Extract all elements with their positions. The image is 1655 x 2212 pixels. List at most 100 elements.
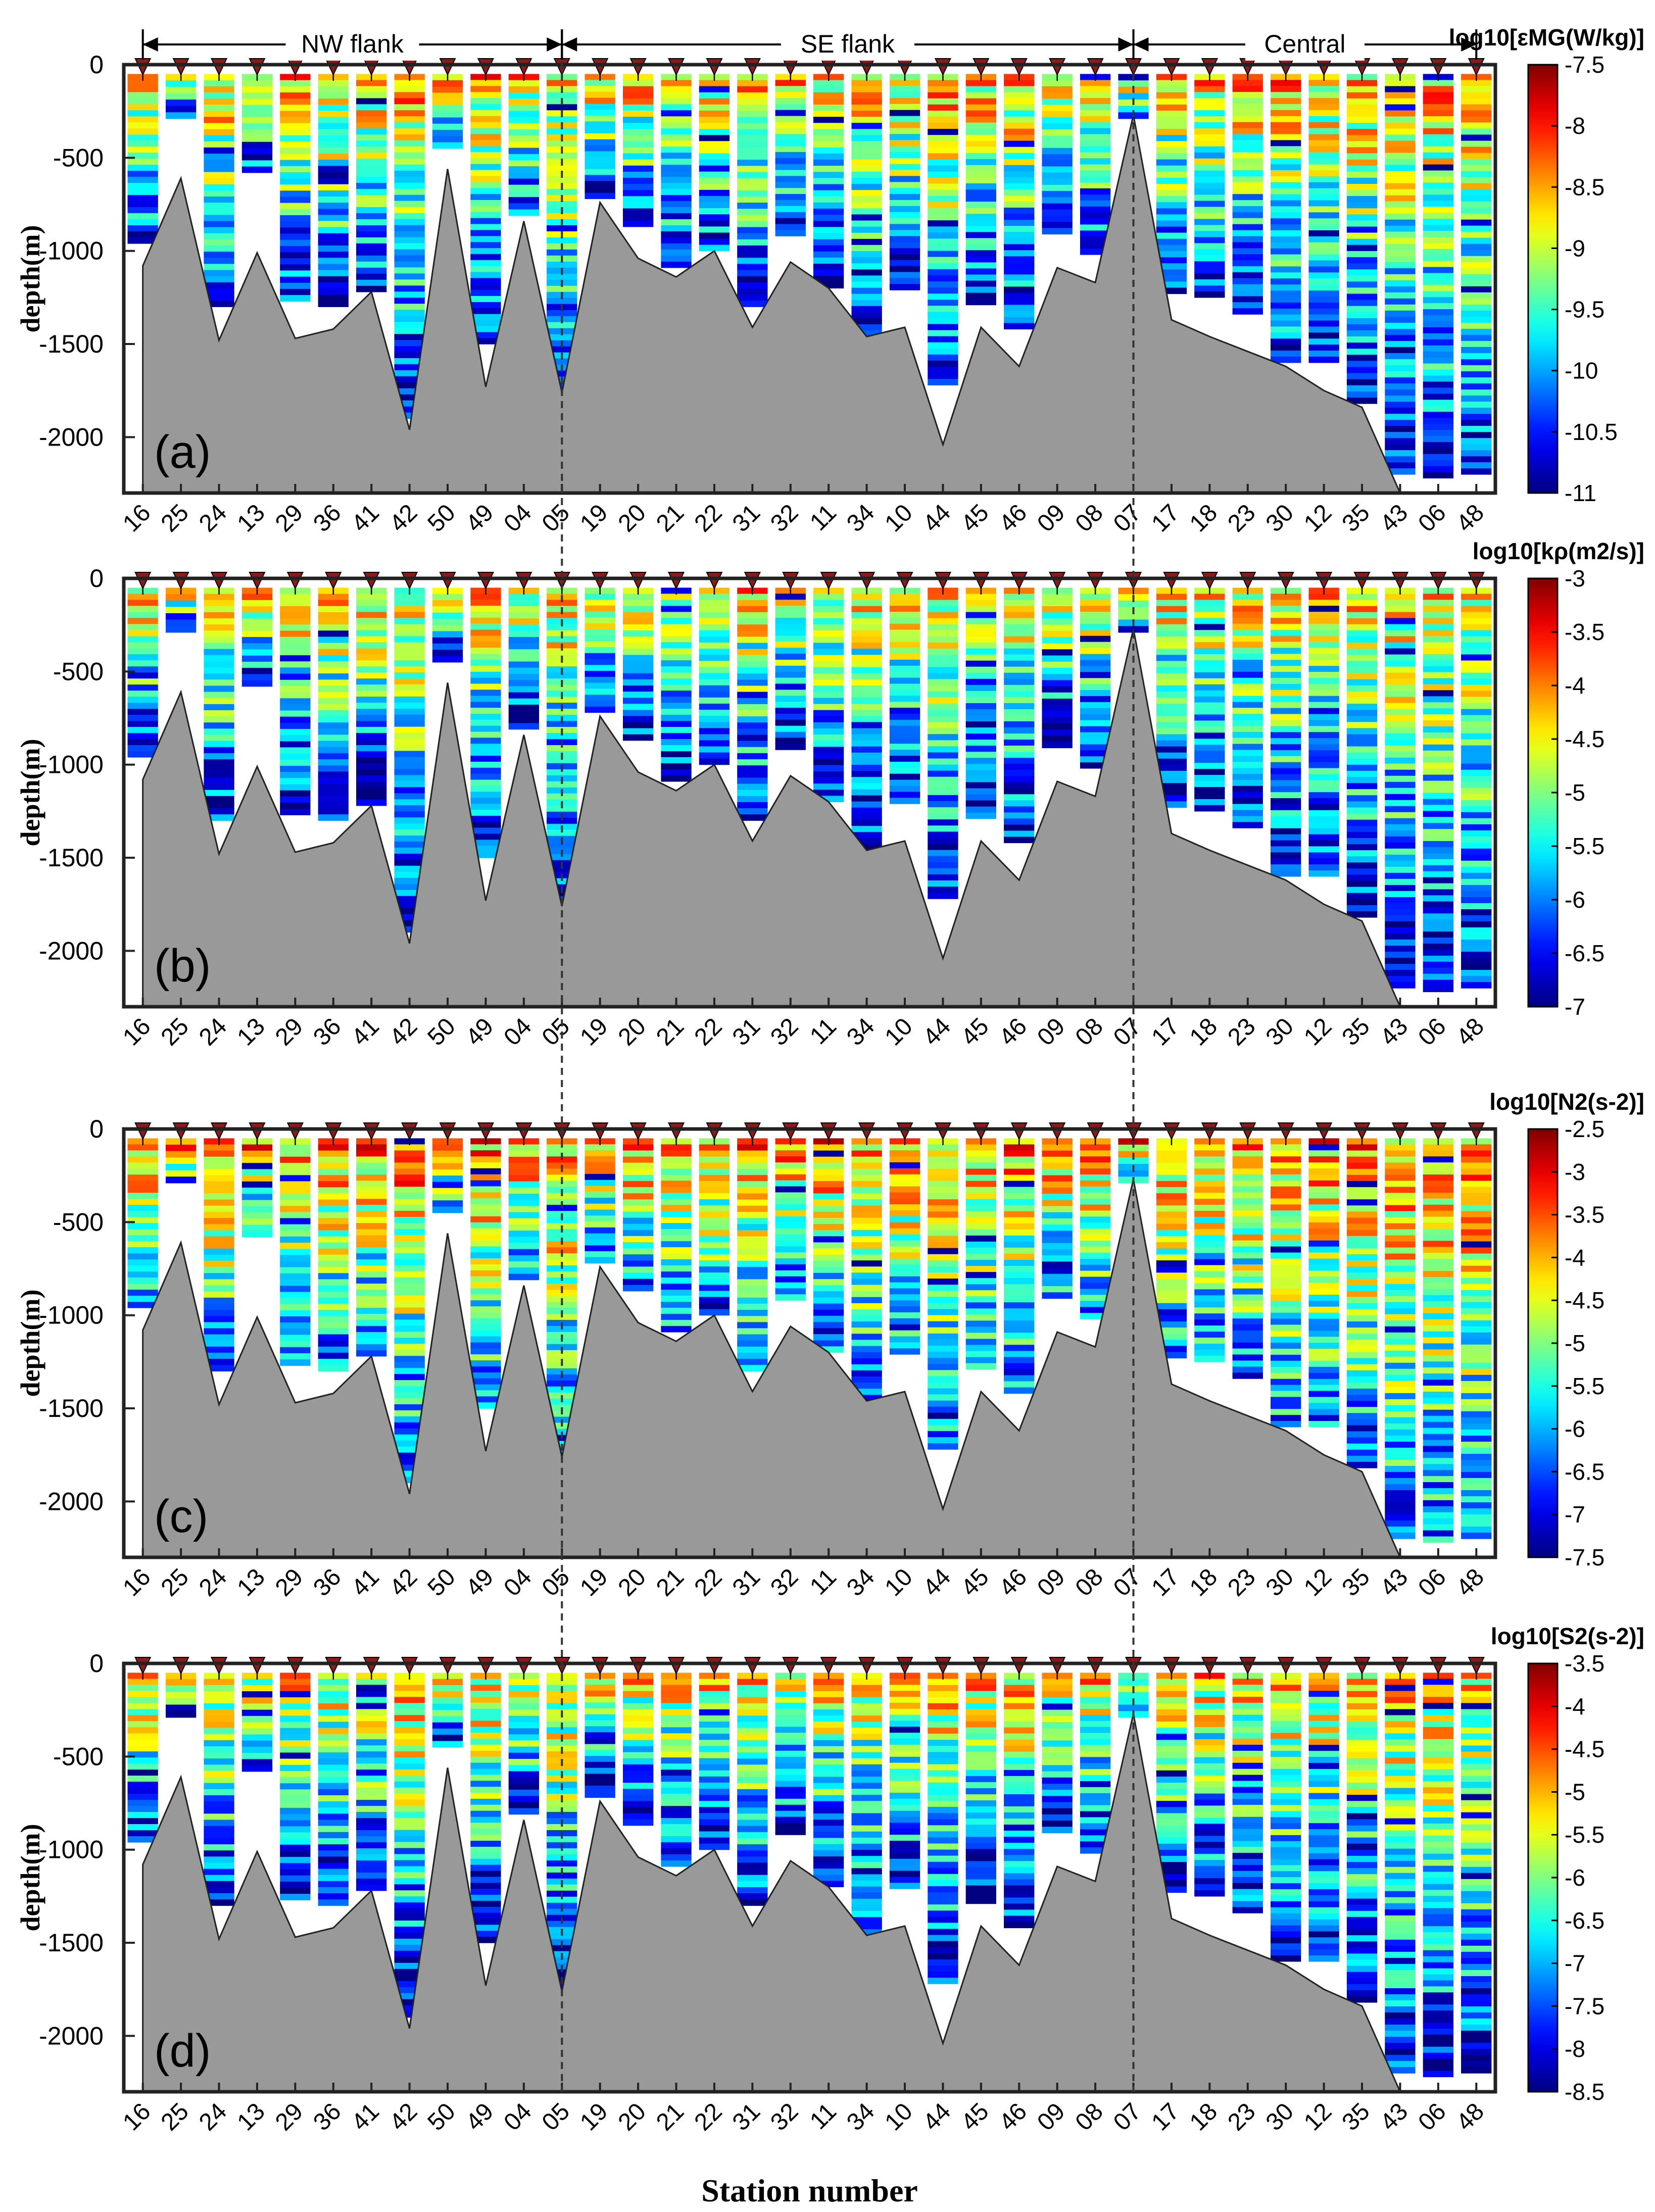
profile-cell — [1385, 733, 1416, 740]
profile-cell — [585, 1156, 615, 1163]
profile-cell — [1346, 795, 1378, 802]
profile-cell — [699, 1156, 730, 1163]
profile-cell — [851, 306, 882, 313]
profile-cell — [1080, 738, 1111, 745]
profile-cell — [699, 1303, 730, 1310]
profile-cell — [318, 215, 349, 222]
profile-cell — [394, 612, 425, 618]
profile-cell — [356, 1168, 387, 1175]
profile-cell — [280, 105, 311, 111]
profile-cell — [470, 708, 501, 714]
profile-cell — [1461, 812, 1492, 819]
profile-cell — [1461, 98, 1492, 105]
profile-cell — [1271, 852, 1301, 859]
colorbar-tick-label: -4 — [1565, 1244, 1585, 1270]
profile-cell — [928, 1394, 958, 1401]
profile-cell — [1232, 92, 1263, 99]
profile-cell — [318, 1334, 349, 1341]
profile-cell — [699, 1291, 730, 1298]
profile-cell — [1461, 964, 1492, 970]
profile-cell — [1004, 1326, 1035, 1333]
profile-cell — [318, 777, 349, 784]
profile-cell — [1308, 1331, 1339, 1337]
profile-cell — [1423, 919, 1453, 926]
profile-cell — [1080, 648, 1111, 655]
profile-cell — [928, 287, 958, 294]
y-tick-label: -1500 — [39, 844, 104, 872]
profile-cell — [928, 177, 958, 184]
profile-cell — [623, 1193, 654, 1200]
profile-column — [1194, 587, 1225, 812]
profile-cell — [1232, 1186, 1263, 1193]
profile-cell — [851, 1168, 882, 1175]
profile-cell — [394, 304, 425, 310]
profile-cell — [661, 219, 692, 226]
profile-cell — [851, 1364, 882, 1371]
profile-cell — [470, 612, 501, 618]
profile-cell — [1385, 140, 1416, 148]
profile-cell — [394, 775, 425, 781]
profile-cell — [1271, 1324, 1301, 1331]
station-tick-label: 22 — [690, 499, 727, 537]
profile-cell — [1423, 182, 1453, 189]
profile-cell — [1232, 792, 1263, 799]
profile-cell — [1042, 692, 1073, 699]
profile-cell — [127, 618, 158, 624]
profile-cell — [1156, 783, 1187, 790]
profile-cell — [851, 704, 882, 710]
panel-tag: (b) — [154, 940, 211, 992]
profile-cell — [394, 231, 425, 238]
profile-column — [127, 1138, 158, 1308]
profile-cell — [889, 1336, 920, 1343]
profile-column — [127, 587, 158, 758]
profile-cell — [661, 1144, 692, 1151]
profile-cell — [1118, 1145, 1149, 1152]
profile-column — [585, 587, 615, 713]
profile-cell — [737, 233, 768, 240]
profile-cell — [204, 771, 234, 778]
profile-cell — [318, 1273, 349, 1280]
profile-cell — [1385, 745, 1416, 752]
profile-cell — [1346, 312, 1378, 319]
colorbar — [1527, 64, 1559, 494]
station-marker — [1430, 58, 1447, 76]
profile-cell — [889, 92, 920, 99]
profile-column — [928, 1138, 958, 1450]
profile-cell — [699, 171, 730, 178]
profile-cell — [775, 708, 806, 714]
profile-cell — [394, 1168, 425, 1175]
profile-cell — [928, 1150, 958, 1157]
profile-cell — [356, 243, 387, 250]
profile-cell — [699, 1217, 730, 1224]
profile-cell — [241, 1157, 273, 1163]
profile-cell — [318, 1322, 349, 1329]
profile-cell — [1042, 618, 1073, 625]
profile-cell — [1461, 1168, 1492, 1175]
profile-cell — [851, 1376, 882, 1383]
profile-cell — [356, 285, 387, 292]
profile-cell — [394, 1715, 425, 1722]
profile-cell — [470, 332, 501, 338]
profile-cell — [1423, 1156, 1453, 1163]
profile-cell — [204, 710, 234, 717]
profile-cell — [1423, 1409, 1453, 1416]
profile-cell — [1461, 353, 1492, 360]
profile-cell — [432, 606, 463, 613]
profile-cell — [280, 203, 311, 210]
profile-cell — [127, 80, 158, 86]
profile-cell — [318, 1685, 349, 1692]
seafloor-bathymetry — [142, 628, 1477, 1008]
profile-cell — [1461, 1265, 1492, 1272]
profile-cell — [127, 624, 158, 630]
profile-cell — [1346, 342, 1378, 349]
profile-cell — [356, 1223, 387, 1230]
profile-cell — [356, 1842, 387, 1849]
profile-cell — [394, 1727, 425, 1734]
profile-cell — [508, 1200, 539, 1207]
profile-cell — [851, 722, 882, 729]
profile-cell — [1308, 1324, 1339, 1331]
profile-cell — [318, 1881, 349, 1888]
profile-cell — [1423, 702, 1453, 709]
profile-cell — [394, 194, 425, 202]
profile-cell — [775, 116, 806, 123]
